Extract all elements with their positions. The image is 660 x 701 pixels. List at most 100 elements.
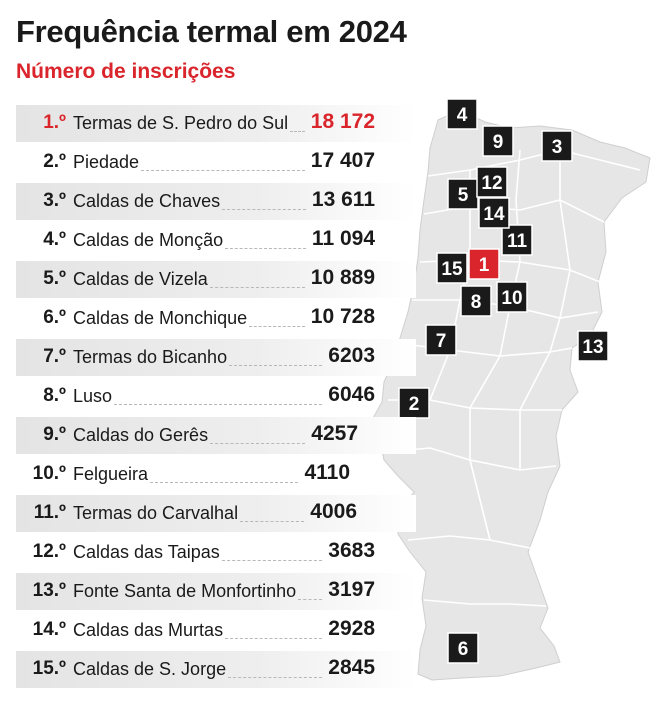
table-row: 9.º Caldas do Gerês 4257 — [0, 416, 430, 455]
dot-leader — [141, 170, 305, 171]
dot-leader — [225, 638, 322, 639]
dot-leader — [225, 248, 306, 249]
marker-box — [496, 281, 528, 313]
registrations-value: 4110 — [304, 461, 350, 484]
map-marker-1: 1 — [468, 248, 500, 280]
dot-leader — [290, 131, 305, 132]
marker-label: 3 — [552, 137, 563, 158]
marker-box — [447, 178, 479, 210]
registrations-value: 13 611 — [311, 188, 375, 211]
spa-name: Felgueira — [73, 464, 149, 484]
dot-leader — [229, 365, 322, 366]
rank-label: 10.º — [32, 463, 66, 484]
district-border — [412, 299, 599, 319]
marker-label: 14 — [483, 204, 505, 225]
marker-label: 10 — [501, 288, 522, 309]
rank-label: 5.º — [43, 268, 66, 289]
spa-name: Luso — [73, 386, 113, 406]
map-marker-3: 3 — [541, 130, 573, 162]
rank-label: 14.º — [32, 619, 66, 640]
district-border — [423, 199, 605, 223]
marker-box — [482, 125, 514, 157]
spa-name: Caldas das Murtas — [73, 620, 224, 640]
dot-leader — [150, 482, 298, 483]
dot-leader — [249, 326, 305, 327]
spa-name: Piedade — [73, 152, 140, 172]
marker-box — [436, 252, 468, 284]
spa-name: Caldas do Gerês — [73, 425, 209, 445]
marker-box — [501, 224, 533, 256]
map-marker-7: 7 — [425, 324, 457, 356]
row-band — [16, 183, 416, 220]
map-marker-10: 10 — [496, 281, 528, 313]
table-row: 11.º Termas do Carvalhal 4006 — [0, 494, 430, 533]
rank-label: 3.º — [43, 190, 66, 211]
dot-leader — [228, 677, 322, 678]
marker-box — [541, 130, 573, 162]
rank-label: 6.º — [43, 307, 66, 328]
marker-box — [478, 197, 510, 229]
spa-name: Caldas das Taipas — [73, 542, 220, 562]
registrations-value: 11 094 — [311, 227, 375, 250]
marker-label: 11 — [507, 231, 528, 252]
table-row: 1.º Termas de S. Pedro do Sul 18 172 — [0, 104, 430, 143]
marker-label: 6 — [458, 639, 469, 660]
map-marker-13: 13 — [577, 330, 609, 362]
map-marker-6: 6 — [447, 632, 479, 664]
rank-label: 8.º — [43, 385, 66, 406]
district-border — [419, 259, 601, 283]
registrations-value: 10 889 — [310, 266, 375, 289]
table-row: 3.º Caldas de Chaves 13 611 — [0, 182, 430, 221]
rank-label: 11.º — [33, 502, 66, 523]
map-marker-9: 9 — [482, 125, 514, 157]
ranking-table: 1.º Termas de S. Pedro do Sul 18 172 2.º Pie… — [0, 104, 430, 689]
marker-box — [425, 324, 457, 356]
rank-label: 9.º — [43, 424, 66, 445]
row-band — [16, 495, 416, 532]
registrations-value: 6203 — [328, 344, 375, 367]
spa-name: Termas do Bicanho — [73, 347, 228, 367]
table-row: 8.º Luso 6046 — [0, 377, 430, 416]
district-border — [469, 149, 521, 541]
registrations-value: 2845 — [328, 656, 375, 679]
dot-leader — [222, 209, 306, 210]
marker-label: 15 — [441, 259, 463, 280]
marker-box — [468, 248, 500, 280]
district-border — [429, 170, 471, 401]
spa-name: Caldas de Vizela — [73, 269, 208, 289]
marker-box — [577, 330, 609, 362]
table-row: 6.º Caldas de Monchique 10 728 — [0, 299, 430, 338]
table-row: 10.º Felgueira 4110 — [0, 455, 430, 494]
district-border — [423, 599, 547, 607]
row-band — [16, 651, 416, 688]
map-marker-8: 8 — [460, 285, 492, 317]
dot-leader — [210, 287, 305, 288]
marker-label: 1 — [479, 255, 490, 276]
rank-label: 7.º — [43, 346, 66, 367]
marker-label: 5 — [458, 185, 469, 206]
map-marker-5: 5 — [447, 178, 479, 210]
dot-leader — [114, 404, 322, 405]
table-row: 13.º Fonte Santa de Monfortinho 3197 — [0, 572, 430, 611]
row-band — [16, 105, 416, 142]
spa-name: Termas do Carvalhal — [73, 503, 239, 523]
registrations-value: 2928 — [328, 617, 375, 640]
rank-label: 12.º — [32, 541, 66, 562]
marker-box — [446, 98, 478, 130]
dot-leader — [210, 443, 305, 444]
registrations-value: 4257 — [311, 422, 358, 445]
registrations-value: 6046 — [328, 383, 375, 406]
spa-name: Caldas de Monção — [73, 230, 224, 250]
marker-label: 9 — [493, 132, 504, 153]
marker-label: 13 — [582, 337, 603, 358]
map-marker-14: 14 — [478, 197, 510, 229]
spa-name: Termas de S. Pedro do Sul — [73, 113, 289, 133]
row-band — [16, 573, 416, 610]
rank-label: 15.º — [32, 658, 66, 679]
marker-box — [460, 285, 492, 317]
row-band — [16, 261, 416, 298]
registrations-value: 3683 — [328, 539, 375, 562]
marker-label: 4 — [457, 105, 468, 126]
registrations-value: 18 172 — [310, 110, 375, 133]
